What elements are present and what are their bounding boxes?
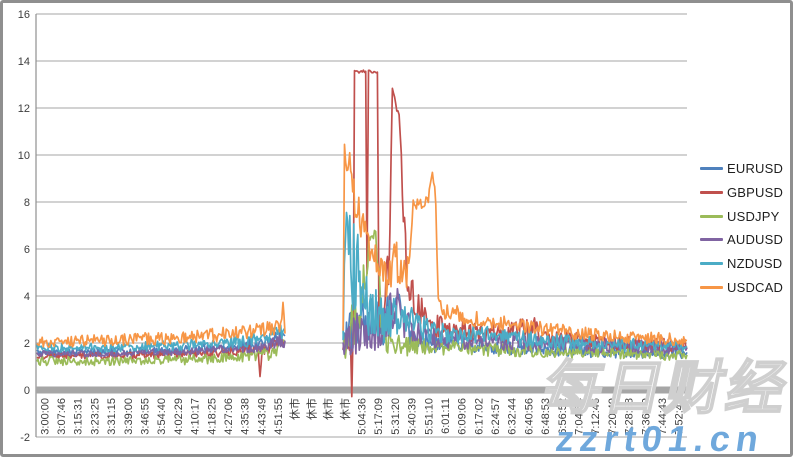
legend-label: GBPUSD [727,185,784,201]
x-axis-label: 5:40:39 [407,398,419,435]
legend-item-NZDUSD: NZDUSD [700,252,783,276]
series-line-NZDUSD [342,211,688,353]
x-axis-label: 6:32:44 [507,398,519,435]
legend-line-marker [700,238,723,242]
series-line-NZDUSD [35,324,286,353]
legend-item-USDCAD: USDCAD [700,275,783,299]
x-axis-label: 6:56:52 [557,398,569,435]
legend-line-marker [700,214,723,218]
x-axis-label: 6:24:57 [490,398,502,435]
x-axis-label: 6:09:06 [457,398,469,435]
legend-label: AUDUSD [727,232,784,248]
y-axis-label: 2 [24,338,30,350]
y-axis-label: 8 [24,197,30,209]
legend-label: USDCAD [727,279,784,295]
x-axis-label: 4:35:38 [240,398,252,435]
legend-item-AUDUSD: AUDUSD [700,228,783,252]
x-axis-label: 休市 [304,398,318,420]
x-axis-label: 6:17:02 [473,398,485,435]
series-line-AUDUSD [36,334,286,358]
y-axis-label: 4 [24,291,30,303]
legend-label: EURUSD [727,161,784,177]
x-axis-label: 5:17:09 [373,398,385,435]
x-axis-label: 4:51:55 [273,398,285,435]
x-axis-label: 6:01:11 [440,398,452,434]
watermark-chinese-text: 每日财经 [537,355,793,422]
y-axis-label: 0 [24,385,30,397]
legend-line-marker [700,262,723,266]
x-axis-label: 6:40:56 [523,398,535,435]
legend-label: USDJPY [727,208,780,224]
x-axis-label: 5:31:20 [390,398,402,435]
x-axis-label: 4:18:25 [206,398,218,435]
x-axis-label: 休市 [321,398,335,420]
legend-line-marker [700,285,723,289]
y-axis-label: 16 [18,9,30,21]
x-axis-label: 4:27:06 [223,398,235,435]
x-axis-label: 3:31:15 [106,398,118,435]
x-axis-label: 7:04:54 [574,398,586,435]
legend-line-marker [700,167,723,171]
chart-legend: EURUSD GBPUSD USDJPY AUDUSD NZDUSD USDCAD [700,157,783,299]
x-axis-label: 4:43:49 [256,398,268,435]
series-line-USDCAD [36,301,286,348]
y-axis-label: 6 [24,244,30,256]
legend-line-marker [700,191,723,195]
x-axis-label: 3:15:31 [73,398,85,435]
legend-item-GBPUSD: GBPUSD [700,181,783,205]
x-axis-label: 3:46:55 [140,398,152,435]
x-axis-label: 6:48:53 [540,398,552,435]
x-axis-label: 休市 [288,398,302,420]
y-axis-label: 14 [18,56,30,68]
legend-item-EURUSD: EURUSD [700,157,783,181]
y-axis-label: -2 [20,432,30,444]
x-axis-label: 3:00:00 [39,398,51,435]
x-axis-label: 3:54:40 [156,398,168,435]
x-axis-label: 7:12:46 [590,398,602,435]
legend-item-USDJPY: USDJPY [700,204,783,228]
watermark-site-url: zzrt01.cn [553,418,768,457]
x-axis-label: 7:36:49 [640,398,652,435]
x-axis-label: 休市 [338,398,352,420]
x-axis-label: 4:10:17 [190,398,202,435]
x-axis-label: 7:28:58 [624,398,636,435]
x-axis-label: 7:20:49 [607,398,619,435]
x-axis-label: 4:02:29 [173,398,185,435]
x-axis-label: 3:07:46 [56,398,68,435]
series-line-USDJPY [342,229,688,361]
x-axis-label: 3:23:25 [89,398,101,435]
x-axis-label: 7:44:43 [657,398,669,435]
series-line-USDCAD [342,143,688,347]
y-axis-label: 10 [18,150,30,162]
x-axis-label: 3:39:00 [123,398,135,435]
x-axis-label: 7:52:42 [674,398,686,435]
x-axis-label: 5:51:10 [423,398,435,435]
x-axis-label: 5:04:36 [357,398,369,435]
y-axis-label: 12 [18,103,30,115]
legend-label: NZDUSD [727,256,783,272]
